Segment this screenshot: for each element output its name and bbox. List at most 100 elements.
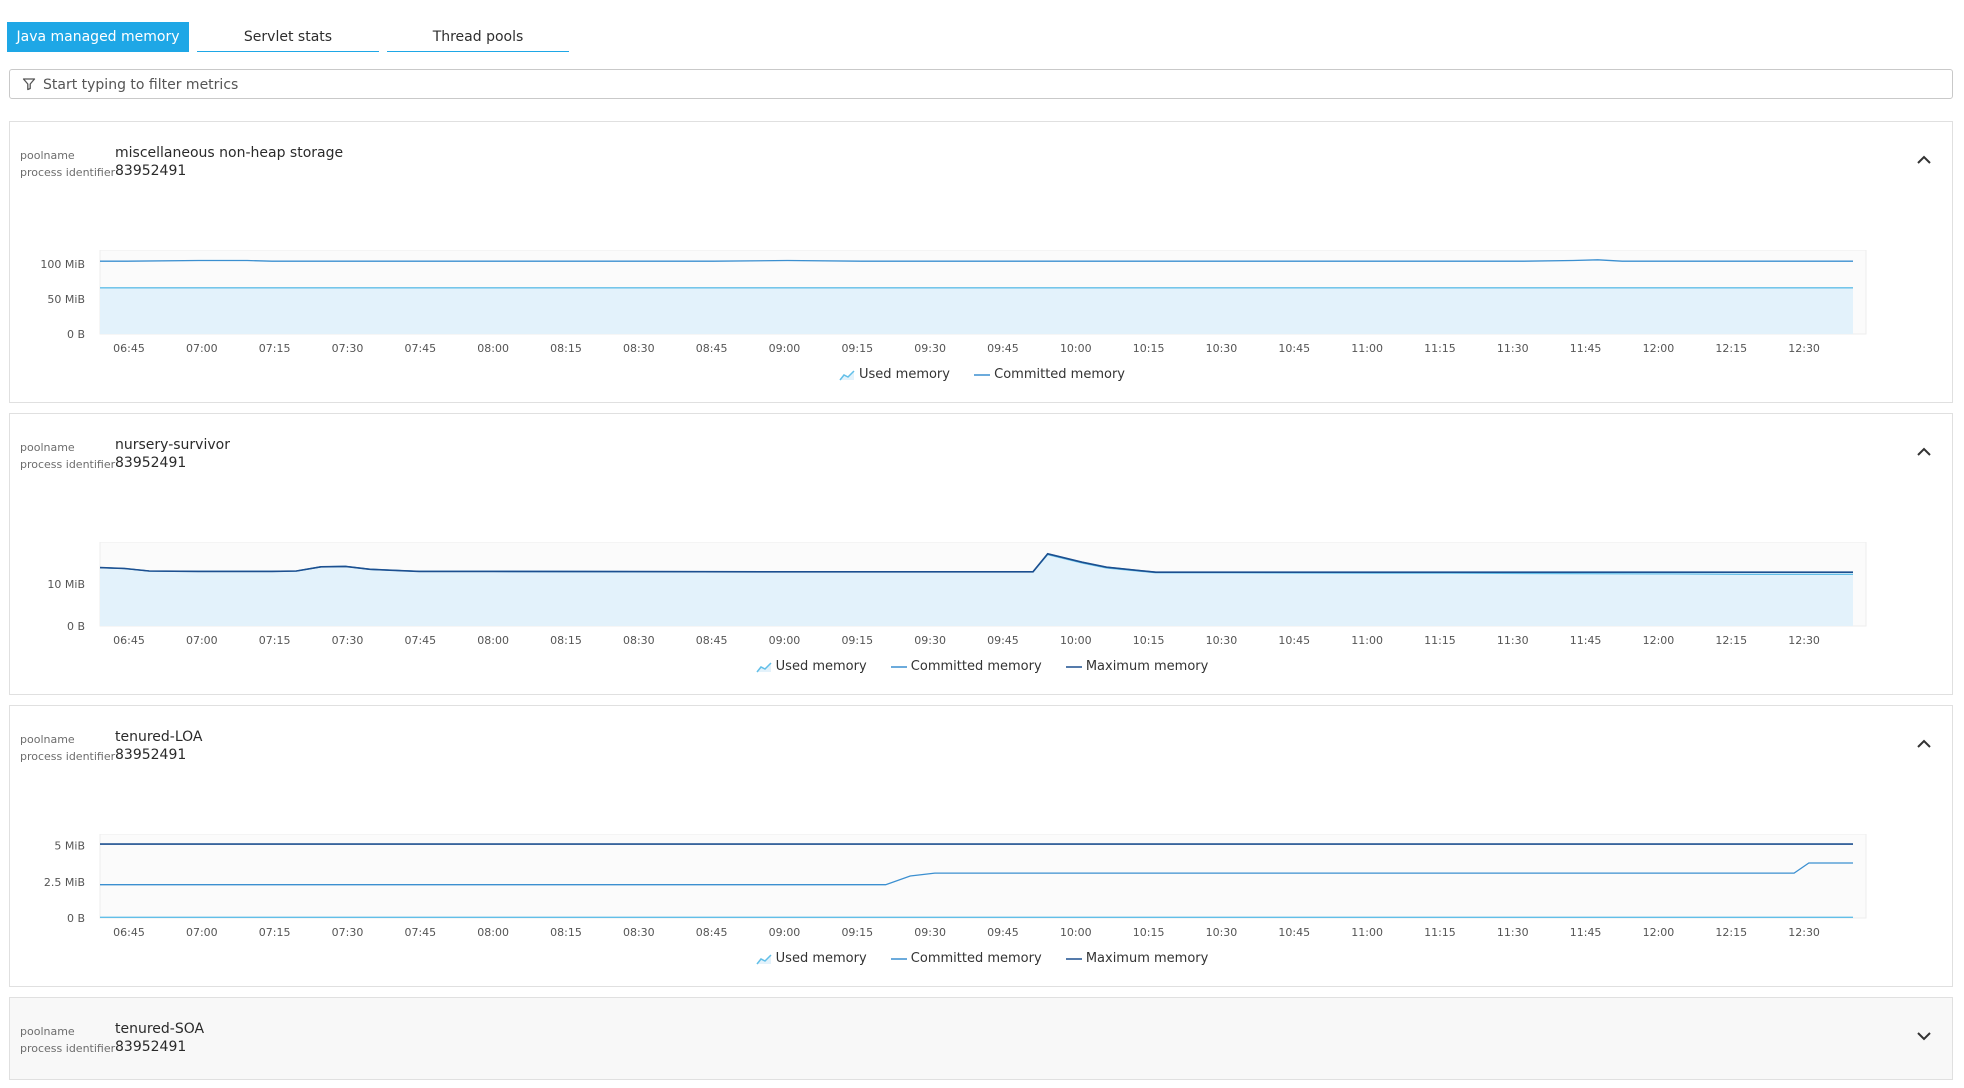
- memory-pool-card: poolname miscellaneous non-heap storage …: [9, 121, 1953, 403]
- x-tick-label: 06:45: [113, 342, 145, 355]
- legend-item-maximum[interactable]: Maximum memory: [1065, 951, 1208, 966]
- pid-label: process identifier: [20, 166, 116, 179]
- x-tick-label: 11:15: [1424, 926, 1456, 939]
- x-tick-label: 08:30: [623, 342, 655, 355]
- x-tick-label: 07:00: [186, 634, 218, 647]
- chevron-up-icon[interactable]: [1914, 734, 1934, 754]
- x-tick-label: 12:30: [1788, 926, 1820, 939]
- x-tick-label: 09:45: [987, 634, 1019, 647]
- legend-item-used[interactable]: Used memory: [756, 951, 867, 966]
- x-tick-label: 10:30: [1206, 926, 1238, 939]
- chart-legend: Used memory Committed memory: [10, 367, 1954, 382]
- x-tick-label: 09:15: [841, 926, 873, 939]
- x-tick-label: 12:00: [1643, 342, 1675, 355]
- legend-item-committed[interactable]: Committed memory: [890, 951, 1042, 966]
- y-tick-label: 2.5 MiB: [44, 876, 85, 889]
- x-tick-label: 08:30: [623, 926, 655, 939]
- x-tick-label: 10:30: [1206, 342, 1238, 355]
- tab-java-managed-memory[interactable]: Java managed memory: [7, 22, 189, 52]
- series-area-used: [100, 287, 1853, 334]
- line-icon: [890, 957, 907, 960]
- filter-input[interactable]: [41, 70, 1945, 100]
- pid-label: process identifier: [20, 1042, 116, 1055]
- pid-value: 83952491: [115, 1039, 187, 1055]
- x-tick-label: 07:45: [404, 926, 436, 939]
- chart-legend: Used memory Committed memory Maximum mem…: [10, 659, 1954, 674]
- x-tick-label: 11:00: [1351, 926, 1383, 939]
- legend-label: Used memory: [775, 951, 867, 966]
- pid-value: 83952491: [115, 747, 187, 763]
- series-line-maximum-memory: [99, 552, 1853, 573]
- x-tick-label: 07:45: [404, 342, 436, 355]
- x-tick-label: 06:45: [113, 926, 145, 939]
- x-tick-label: 11:15: [1424, 342, 1456, 355]
- x-tick-label: 12:30: [1788, 342, 1820, 355]
- x-tick-label: 11:45: [1570, 634, 1602, 647]
- memory-chart: 0 B 2.5 MiB 5 MiB 06:45 07:00 07:15 07:30 07:45…: [10, 833, 1954, 950]
- x-tick-label: 09:45: [987, 926, 1019, 939]
- poolname-value: tenured-LOA: [115, 729, 203, 745]
- y-tick-label: 10 MiB: [47, 578, 85, 591]
- poolname-label: poolname: [20, 149, 75, 162]
- memory-chart: 0 B 10 MiB 06:45 07:00 07:15 07:30 07:45 08:00 0…: [10, 541, 1954, 658]
- poolname-value: nursery-survivor: [115, 437, 230, 453]
- chevron-up-icon[interactable]: [1914, 442, 1934, 462]
- x-tick-label: 11:00: [1351, 634, 1383, 647]
- legend-item-committed[interactable]: Committed memory: [890, 659, 1042, 674]
- memory-pool-card: poolname nursery-survivor process identi…: [9, 413, 1953, 695]
- x-tick-label: 11:30: [1497, 342, 1529, 355]
- y-tick-label: 0 B: [67, 328, 85, 341]
- memory-pool-card[interactable]: poolname tenured-SOA process identifier …: [9, 997, 1953, 1080]
- line-icon: [890, 665, 907, 668]
- x-tick-label: 08:00: [477, 926, 509, 939]
- x-tick-label: 10:00: [1060, 926, 1092, 939]
- x-tick-label: 11:15: [1424, 634, 1456, 647]
- x-tick-label: 09:00: [769, 926, 801, 939]
- y-tick-label: 50 MiB: [47, 293, 85, 306]
- x-tick-label: 10:15: [1133, 926, 1165, 939]
- legend-label: Committed memory: [910, 659, 1042, 674]
- chevron-up-icon[interactable]: [1914, 150, 1934, 170]
- pid-label: process identifier: [20, 750, 116, 763]
- legend-item-used[interactable]: Used memory: [756, 659, 867, 674]
- legend-label: Committed memory: [910, 951, 1042, 966]
- chart-legend: Used memory Committed memory Maximum mem…: [10, 951, 1954, 966]
- x-tick-label: 08:45: [696, 634, 728, 647]
- line-icon: [974, 373, 991, 376]
- x-tick-label: 11:00: [1351, 342, 1383, 355]
- legend-item-maximum[interactable]: Maximum memory: [1065, 659, 1209, 674]
- x-tick-label: 07:15: [259, 926, 291, 939]
- x-tick-label: 09:30: [914, 342, 946, 355]
- tab-servlet-stats[interactable]: Servlet stats: [197, 22, 379, 52]
- series-line-committed-memory: [100, 862, 1853, 886]
- x-tick-label: 08:15: [550, 926, 582, 939]
- x-tick-label: 10:00: [1060, 634, 1092, 647]
- poolname-value: tenured-SOA: [115, 1021, 205, 1037]
- x-tick-label: 07:00: [186, 926, 218, 939]
- x-tick-label: 08:00: [477, 634, 509, 647]
- x-tick-label: 12:30: [1788, 634, 1820, 647]
- x-tick-label: 11:45: [1570, 342, 1602, 355]
- chart-svg: 0 B 10 MiB 06:45 07:00 07:15 07:30 07:45 08:00 0…: [47, 541, 1867, 647]
- tab-thread-pools[interactable]: Thread pools: [387, 22, 569, 52]
- memory-chart: 0 B 50 MiB 100 MiB 06:45 07:00 07:15 07:30 07:4…: [10, 249, 1954, 366]
- poolname-label: poolname: [20, 1025, 75, 1038]
- x-tick-label: 12:15: [1715, 342, 1747, 355]
- legend-item-used[interactable]: Used memory: [839, 367, 950, 382]
- legend-label: Used memory: [858, 367, 950, 382]
- legend-item-committed[interactable]: Committed memory: [974, 367, 1125, 382]
- line-icon: [1065, 957, 1082, 960]
- line-icon: [1065, 665, 1082, 668]
- x-tick-label: 10:45: [1278, 342, 1310, 355]
- chevron-down-icon[interactable]: [1914, 1026, 1934, 1046]
- legend-label: Committed memory: [994, 367, 1125, 382]
- y-tick-label: 100 MiB: [40, 258, 85, 271]
- x-tick-label: 09:30: [914, 634, 946, 647]
- area-chart-icon: [756, 661, 772, 672]
- poolname-label: poolname: [20, 441, 75, 454]
- legend-label: Maximum memory: [1085, 659, 1209, 674]
- x-tick-label: 09:45: [987, 342, 1019, 355]
- legend-label: Used memory: [775, 659, 867, 674]
- x-tick-label: 11:45: [1570, 926, 1602, 939]
- plot-area: [99, 833, 1867, 919]
